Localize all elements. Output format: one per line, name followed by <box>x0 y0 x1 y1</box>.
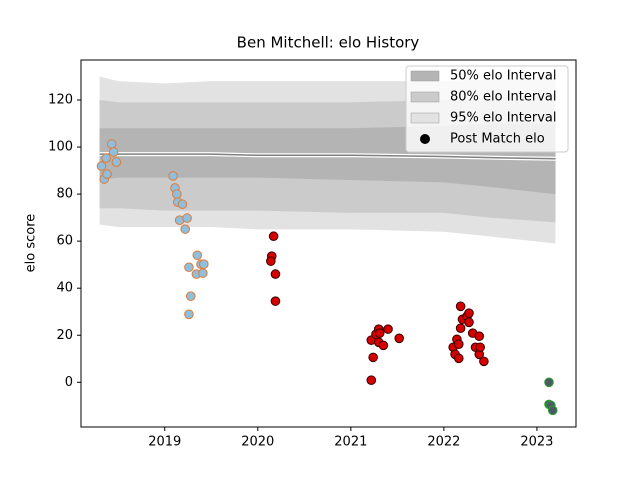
data-point <box>168 171 178 181</box>
data-point <box>268 231 279 242</box>
x-tick-label: 2023 <box>520 435 553 450</box>
data-point <box>172 189 182 199</box>
data-point <box>455 323 466 333</box>
legend-marker <box>420 134 430 144</box>
data-point <box>455 301 466 312</box>
data-point <box>270 296 281 306</box>
plot-frame <box>80 59 577 428</box>
y-tick-label: 60 <box>56 234 73 249</box>
data-point <box>547 405 558 416</box>
data-point <box>108 147 119 157</box>
legend-swatch <box>410 70 440 82</box>
x-tick-label: 2019 <box>148 435 181 450</box>
data-point <box>184 309 194 320</box>
legend-swatch <box>410 112 440 124</box>
x-tick-label: 2021 <box>334 435 367 450</box>
data-point <box>270 269 281 279</box>
data-point <box>474 331 485 341</box>
data-point <box>96 161 107 171</box>
data-point <box>185 291 196 301</box>
data-point <box>453 353 464 364</box>
legend-label: 95% elo Interval <box>450 111 557 126</box>
y-tick-label: 120 <box>48 92 73 107</box>
data-point <box>199 259 209 270</box>
data-point <box>180 224 191 234</box>
legend-box <box>405 65 569 153</box>
data-point <box>374 328 385 338</box>
data-point <box>378 340 389 351</box>
legend-label: Post Match elo <box>450 132 545 147</box>
legend-swatch <box>410 91 440 103</box>
data-point <box>177 199 188 210</box>
y-axis-label: elo score <box>24 214 39 273</box>
data-point <box>368 352 378 363</box>
x-tick-label: 2022 <box>427 435 460 450</box>
data-point <box>102 169 112 179</box>
data-point <box>182 213 192 223</box>
data-point <box>101 153 111 163</box>
data-point <box>198 268 208 278</box>
y-tick-label: 40 <box>56 281 73 296</box>
data-point <box>394 333 405 344</box>
data-point <box>464 308 474 318</box>
data-point <box>106 139 117 149</box>
legend-label: 80% elo Interval <box>450 90 557 105</box>
y-tick-label: 0 <box>65 375 73 390</box>
y-tick-label: 20 <box>56 328 73 343</box>
data-point <box>475 342 485 353</box>
x-tick-label: 2020 <box>241 435 274 450</box>
data-point <box>366 375 377 385</box>
data-point <box>111 157 122 167</box>
legend-label: 50% elo Interval <box>450 69 557 84</box>
data-point <box>383 324 393 334</box>
data-point <box>184 262 194 273</box>
data-point <box>266 256 276 266</box>
data-point <box>464 317 474 328</box>
y-tick-label: 80 <box>56 187 73 202</box>
data-point <box>479 356 489 367</box>
data-point <box>453 339 464 349</box>
y-tick-label: 100 <box>48 140 73 155</box>
chart-title: Ben Mitchell: elo History <box>237 34 420 52</box>
data-point <box>192 250 203 261</box>
data-point <box>544 377 554 388</box>
mean-line <box>99 153 556 160</box>
